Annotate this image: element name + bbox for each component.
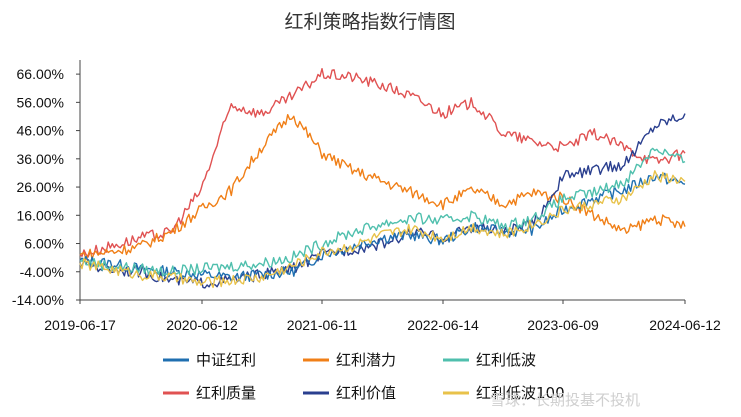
x-tick-label: 2020-06-12 <box>166 317 238 333</box>
watermark-text: 雪球：长期投基不投机 <box>490 391 640 409</box>
series-line <box>79 114 686 260</box>
x-tick-label: 2022-06-14 <box>407 317 479 333</box>
legend-label: 中证红利 <box>196 351 256 369</box>
y-tick-label: -14.00% <box>12 292 64 308</box>
series-line <box>79 68 686 258</box>
x-tick-label: 2023-06-09 <box>527 317 599 333</box>
x-tick-label: 2019-06-17 <box>44 317 116 333</box>
legend-label: 红利价值 <box>336 384 396 402</box>
legend-label: 红利潜力 <box>336 351 396 369</box>
y-tick-label: 36.00% <box>17 151 64 167</box>
x-tick-labels: 2019-06-17 2020-06-12 2021-06-11 2022-06-14… <box>44 300 721 333</box>
y-tick-label: 66.00% <box>17 66 64 82</box>
y-tick-label: 26.00% <box>17 179 64 195</box>
y-tick-label: 56.00% <box>17 94 64 110</box>
series-line <box>79 170 686 289</box>
y-tick-label: 6.00% <box>24 236 64 252</box>
series-lines <box>79 68 686 289</box>
legend-label: 红利质量 <box>196 384 256 402</box>
series-line <box>79 147 686 278</box>
series-line <box>79 172 686 282</box>
x-tick-label: 2024-06-12 <box>649 317 721 333</box>
y-tick-label: 46.00% <box>17 123 64 139</box>
y-tick-label: -4.00% <box>20 264 64 280</box>
chart-title: 红利策略指数行情图 <box>284 11 455 33</box>
y-tick-labels: 66.00% 56.00% 46.00% 36.00% 26.00% 16.00% 6.00… <box>12 66 80 308</box>
y-tick-label: 16.00% <box>17 207 64 223</box>
legend-label: 红利低波100 <box>476 384 565 402</box>
x-tick-label: 2021-06-11 <box>287 317 358 333</box>
legend-label: 红利低波 <box>476 351 536 369</box>
